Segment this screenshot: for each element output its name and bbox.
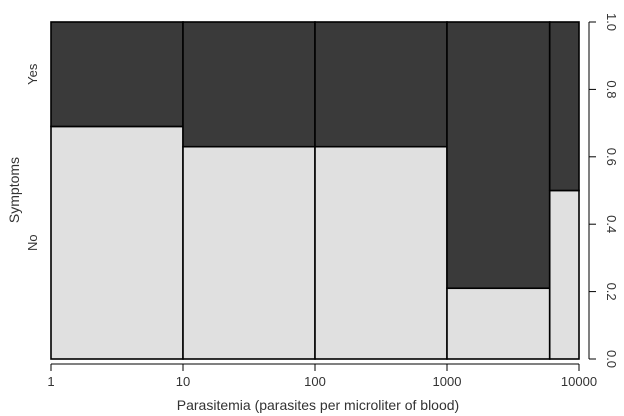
x-tick-label-1: 1: [47, 374, 54, 389]
y-tick-label-5: 1.0: [604, 13, 619, 31]
bars-layer: [50, 21, 580, 360]
y-tick-label-4: 0.8: [604, 80, 619, 98]
y-tick-label-1: 0.2: [604, 283, 619, 301]
bar-yes-4: [446, 21, 551, 290]
category-label-yes: Yes: [25, 63, 40, 85]
x-axis-label: Parasitemia (parasites per microliter of…: [177, 397, 459, 413]
y-tick-label-2: 0.4: [604, 215, 619, 233]
y-axis-label: Symptoms: [6, 157, 22, 223]
category-label-no: No: [25, 234, 40, 251]
y-tick-label-3: 0.6: [604, 148, 619, 166]
x-tick-label-10000: 10000: [561, 374, 597, 389]
bar-no-3: [314, 145, 448, 360]
bar-yes-3: [314, 21, 448, 148]
bar-no-1: [50, 125, 184, 360]
bar-no-5: [548, 189, 580, 360]
y-axis-right: 0.0 0.2 0.4 0.6 0.8 1.0: [588, 13, 619, 368]
x-tick-label-10: 10: [176, 374, 190, 389]
bar-no-2: [182, 145, 316, 360]
bar-no-4: [446, 287, 551, 360]
x-tick-label-100: 100: [304, 374, 326, 389]
x-tick-label-1000: 1000: [433, 374, 462, 389]
bar-yes-1: [50, 21, 184, 128]
y-tick-label-0: 0.0: [604, 350, 619, 368]
bar-yes-2: [182, 21, 316, 148]
y-axis-left: No Yes: [25, 63, 40, 251]
x-axis: 1 10 100 1000 10000: [47, 363, 597, 389]
bar-yes-5: [548, 21, 580, 192]
